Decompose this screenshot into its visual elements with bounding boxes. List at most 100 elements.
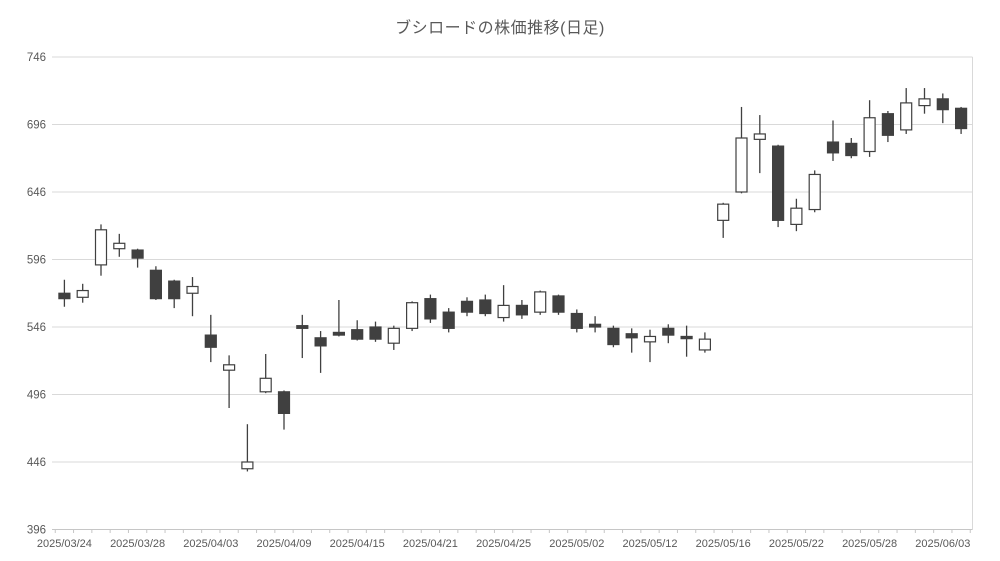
- candle-2025/03/24: [58, 279, 71, 307]
- candle-2025/04/25: [497, 285, 510, 322]
- candle-body-down: [607, 327, 620, 346]
- candle-2025/04/30: [534, 290, 547, 315]
- candle-2025/05/19: [735, 106, 748, 194]
- candle-2025/03/25: [76, 283, 89, 303]
- candle-2025/04/21: [424, 294, 437, 323]
- y-axis-label-396: 396: [27, 525, 46, 537]
- candle-body-down: [936, 98, 949, 111]
- candle-2025/04/01: [168, 279, 181, 309]
- candle-2025/05/21: [771, 144, 785, 228]
- candle-2025/05/09: [625, 328, 638, 353]
- y-axis-label-696: 696: [27, 120, 46, 132]
- candle-body-down: [570, 312, 583, 329]
- candle-body-down: [168, 280, 181, 300]
- candle-2025/04/22: [442, 308, 455, 333]
- candle-2025/04/11: [314, 331, 327, 373]
- x-axis-label-2025/04/09: 2025/04/09: [256, 538, 311, 550]
- candle-body-down: [552, 295, 565, 313]
- candle-2025/05/23: [808, 170, 821, 213]
- candle-body-down: [662, 327, 675, 336]
- candle-2025/03/31: [149, 266, 162, 300]
- candle-body-down: [881, 113, 895, 136]
- candle-2025/04/10: [296, 314, 309, 359]
- candle-body-up: [223, 364, 236, 371]
- y-axis-label-446: 446: [27, 457, 46, 469]
- candle-body-up: [113, 242, 126, 250]
- candle-body-up: [717, 203, 730, 221]
- candle-2025/05/14: [680, 325, 693, 357]
- candle-body-down: [332, 331, 345, 336]
- candle-2025/05/07: [588, 316, 602, 333]
- y-axis-label-746: 746: [27, 52, 46, 64]
- candle-body-down: [296, 325, 309, 329]
- candle-2025/05/16: [717, 202, 730, 238]
- candle-body-down: [588, 323, 602, 328]
- candle-2025/05/01: [552, 294, 565, 315]
- candle-body-up: [863, 117, 876, 153]
- candle-2025/03/27: [113, 233, 126, 257]
- candle-2025/05/15: [698, 332, 712, 353]
- x-axis-label-2025/05/02: 2025/05/02: [549, 538, 604, 550]
- y-axis-label-596: 596: [27, 255, 46, 267]
- candle-2025/05/02: [570, 309, 583, 333]
- candle-2025/06/02: [918, 88, 931, 114]
- candle-body-up: [387, 327, 400, 344]
- candle-body-down: [204, 334, 217, 348]
- candle-body-down: [954, 107, 968, 130]
- candle-body-down: [479, 299, 492, 315]
- candle-body-down: [771, 145, 785, 221]
- candle-body-up: [643, 335, 657, 343]
- candle-2025/04/18: [406, 301, 419, 332]
- x-axis-label-2025/05/16: 2025/05/16: [696, 538, 751, 550]
- y-axis-label-496: 496: [27, 390, 46, 402]
- x-axis-label-2025/04/21: 2025/04/21: [403, 538, 458, 550]
- x-axis-label-2025/04/15: 2025/04/15: [330, 538, 385, 550]
- candle-2025/04/04: [223, 355, 236, 408]
- candle-body-down: [826, 141, 840, 154]
- candle-2025/05/27: [845, 138, 858, 159]
- x-axis-label-2025/04/25: 2025/04/25: [476, 538, 531, 550]
- candle-body-up: [94, 229, 108, 266]
- candle-body-up: [918, 98, 931, 107]
- x-axis-label-2025/05/22: 2025/05/22: [769, 538, 824, 550]
- x-axis-label-2025/03/28: 2025/03/28: [110, 538, 165, 550]
- candle-body-down: [149, 269, 162, 300]
- candle-body-up: [186, 285, 199, 294]
- candle-body-up: [753, 133, 766, 140]
- candle-2025/04/02: [186, 277, 199, 317]
- candle-2025/04/09: [277, 390, 291, 430]
- chart-title: ブシロードの株価推移(日足): [395, 20, 605, 37]
- candle-2025/06/03: [936, 93, 949, 124]
- candle-2025/05/13: [662, 324, 675, 344]
- candle-2025/05/30: [900, 88, 913, 134]
- y-axis-label-646: 646: [27, 187, 46, 199]
- candle-body-down: [131, 249, 144, 259]
- candle-2025/05/08: [607, 325, 620, 348]
- candle-body-down: [351, 329, 364, 340]
- candle-2025/04/17: [387, 325, 400, 350]
- candle-2025/04/14: [332, 300, 345, 337]
- candle-body-down: [625, 333, 638, 339]
- candle-body-up: [900, 102, 913, 131]
- candle-body-up: [735, 137, 748, 193]
- candle-body-up: [76, 289, 89, 298]
- candle-2025/04/08: [259, 354, 272, 394]
- candle-body-up: [698, 338, 712, 351]
- candle-body-up: [406, 302, 419, 329]
- candle-body-down: [314, 337, 327, 347]
- candle-body-down: [58, 292, 71, 300]
- candle-2025/04/15: [351, 320, 364, 341]
- candle-body-down: [460, 300, 474, 313]
- candle-body-down: [424, 298, 437, 320]
- candle-body-down: [277, 391, 291, 414]
- y-axis-label-546: 546: [27, 322, 46, 334]
- x-axis-label-2025/04/03: 2025/04/03: [183, 538, 238, 550]
- candle-2025/05/20: [753, 115, 766, 174]
- candle-body-down: [442, 311, 455, 329]
- candle-2025/03/26: [94, 224, 108, 276]
- candle-2025/04/23: [460, 297, 474, 317]
- candle-2025/06/04: [954, 106, 968, 134]
- candle-body-up: [534, 291, 547, 313]
- candle-2025/05/29: [881, 111, 895, 143]
